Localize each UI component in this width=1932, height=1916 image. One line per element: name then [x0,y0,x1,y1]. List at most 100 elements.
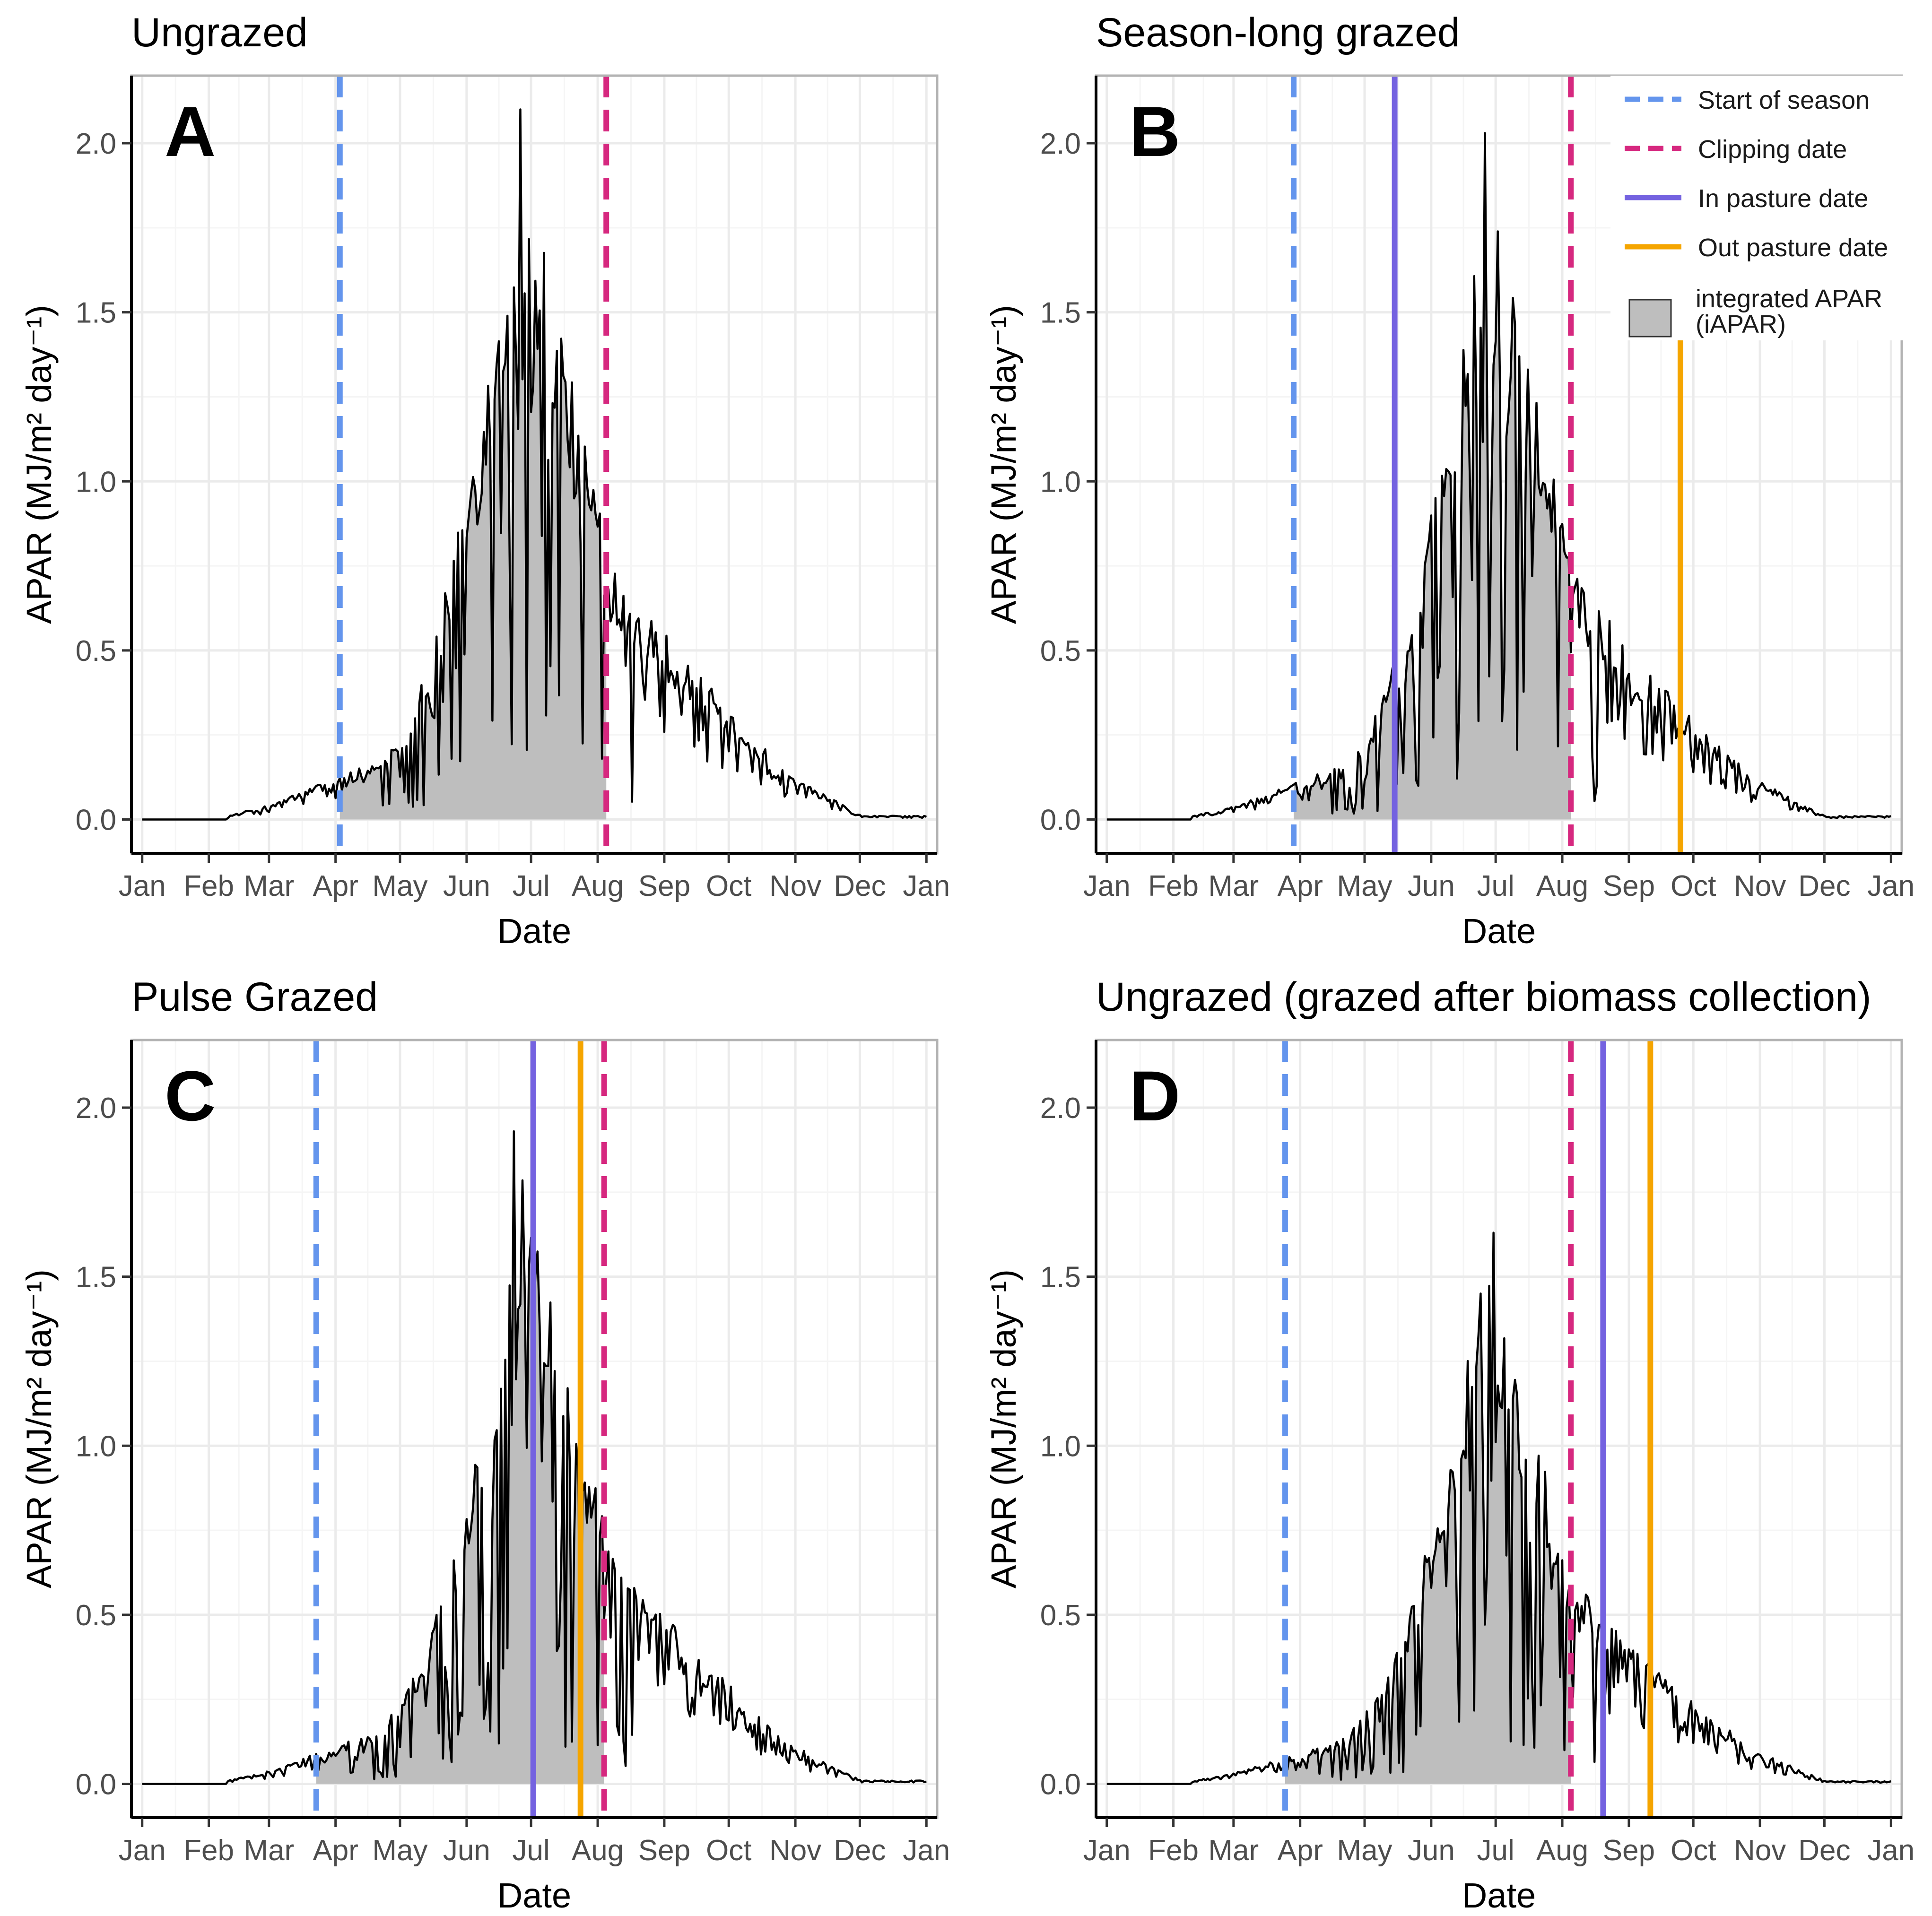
legend-item: Clipping date [1625,135,1847,164]
panel-letter: B [1129,92,1180,171]
legend-background [1610,76,1904,340]
x-tick-label: Jul [513,1834,550,1867]
x-tick-label: Sep [1603,870,1655,902]
x-tick-label: Nov [1734,870,1786,902]
x-tick-label: Dec [834,1834,886,1867]
y-axis-title: APAR (MJ/m² day⁻¹) [984,1269,1023,1588]
y-tick-label: 1.5 [1040,297,1081,329]
y-tick-label: 0.5 [1040,635,1081,668]
y-tick-label: 2.0 [1040,128,1081,160]
legend-label: In pasture date [1698,184,1868,213]
apar-line [1106,1231,1891,1785]
x-tick-label: Jul [1477,870,1514,902]
x-tick-label: Mar [244,870,294,902]
iapar-area [1285,1232,1571,1784]
y-tick-label: 1.0 [1040,1430,1081,1463]
x-tick-label: Feb [1148,870,1199,902]
x-tick-label: Jun [1408,1834,1455,1867]
x-tick-label: Feb [183,870,234,902]
legend-label: Out pasture date [1698,234,1888,262]
x-tick-label: Oct [1671,870,1716,902]
y-tick-label: 2.0 [76,1092,116,1125]
x-tick-label: Sep [638,870,690,902]
panel-b: 0.0 0.5 1.0 1.5 2.0 Jan Feb Mar Apr May Jun Jul Aug S… [984,10,1915,951]
legend: Start of season Clipping date In pasture d… [1610,76,1904,340]
x-tick-label: Mar [1208,1834,1259,1867]
panel-c: 0.0 0.5 1.0 1.5 2.0 Jan Feb Mar Apr May Jun Jul Aug S… [19,974,950,1915]
y-tick-label: 1.5 [76,1261,116,1294]
x-axis-title: Date [497,1876,571,1915]
x-tick-label: Jul [513,870,550,902]
x-tick-label: Jan [119,1834,166,1867]
y-tick-label: 0.0 [1040,1768,1081,1801]
apar-line [1106,132,1891,821]
x-tick-label: Dec [1798,870,1850,902]
x-axis-title: Date [1462,1876,1536,1915]
panel-letter: D [1129,1056,1180,1136]
x-tick-label: Jun [1408,870,1455,902]
x-tick-label: Jan [903,1834,950,1867]
legend-item: In pasture date [1625,184,1868,213]
x-axis-title: Date [497,911,571,951]
x-tick-label: Aug [572,1834,624,1867]
x-tick-label: Apr [1277,870,1323,902]
x-tick-label: Aug [1536,870,1588,902]
y-axis-title: APAR (MJ/m² day⁻¹) [19,1269,59,1588]
x-tick-label: Apr [313,1834,358,1867]
legend-label: Clipping date [1698,135,1847,164]
x-tick-label: May [1337,870,1392,902]
x-tick-label: Mar [1208,870,1259,902]
x-tick-label: Jan [119,870,166,902]
legend-item: Start of season [1625,86,1870,114]
x-tick-label: Oct [706,1834,751,1867]
y-tick-label: 1.0 [76,1430,116,1463]
y-tick-label: 0.5 [76,635,116,668]
x-tick-label: Dec [834,870,886,902]
x-tick-label: Nov [769,1834,821,1867]
y-axis-title: APAR (MJ/m² day⁻¹) [19,305,59,624]
x-tick-label: Nov [769,870,821,902]
panel-letter: C [165,1056,216,1136]
x-tick-label: Jan [1867,1834,1915,1867]
y-tick-label: 0.0 [76,1768,116,1801]
y-tick-label: 1.5 [76,297,116,329]
legend-label: Start of season [1698,86,1870,114]
legend-label-2: (iAPAR) [1696,310,1786,338]
y-tick-label: 0.0 [1040,804,1081,836]
panel-title: Ungrazed (grazed after biomass collectio… [1096,974,1871,1020]
y-tick-label: 1.5 [1040,1261,1081,1294]
x-tick-label: Jan [1083,870,1131,902]
x-tick-label: Jan [903,870,950,902]
panel-d: 0.0 0.5 1.0 1.5 2.0 Jan Feb Mar Apr May Jun Jul Aug S… [984,974,1915,1915]
y-tick-label: 1.0 [76,466,116,498]
panel-a: 0.0 0.5 1.0 1.5 2.0 Jan Feb Mar Apr May Jun Jul Aug S… [19,10,950,951]
x-tick-label: Aug [572,870,624,902]
x-tick-label: Oct [706,870,751,902]
x-tick-label: Apr [313,870,358,902]
panels: 0.0 0.5 1.0 1.5 2.0 Jan Feb Mar Apr May Jun Jul Aug S… [19,10,1915,1915]
y-tick-label: 2.0 [76,128,116,160]
x-tick-label: Mar [244,1834,294,1867]
x-tick-label: Sep [1603,1834,1655,1867]
x-tick-label: Feb [1148,1834,1199,1867]
iapar-area [339,109,607,820]
panel-title: Pulse Grazed [131,974,378,1020]
x-tick-label: May [1337,1834,1392,1867]
x-tick-label: May [372,870,427,902]
legend-swatch-fill [1628,299,1672,338]
x-tick-label: Apr [1277,1834,1323,1867]
y-tick-label: 2.0 [1040,1092,1081,1125]
legend-item: integrated APAR(iAPAR) [1628,285,1882,338]
x-tick-label: Jan [1867,870,1915,902]
y-tick-label: 0.5 [1040,1599,1081,1632]
x-tick-label: Jul [1477,1834,1514,1867]
legend-item: Out pasture date [1625,234,1888,262]
x-tick-label: Aug [1536,1834,1588,1867]
y-tick-label: 0.5 [76,1599,116,1632]
x-tick-label: Dec [1798,1834,1850,1867]
x-tick-label: Jun [443,870,490,902]
y-tick-label: 1.0 [1040,466,1081,498]
x-tick-label: May [372,1834,427,1867]
panel-title: Season-long grazed [1096,10,1460,55]
